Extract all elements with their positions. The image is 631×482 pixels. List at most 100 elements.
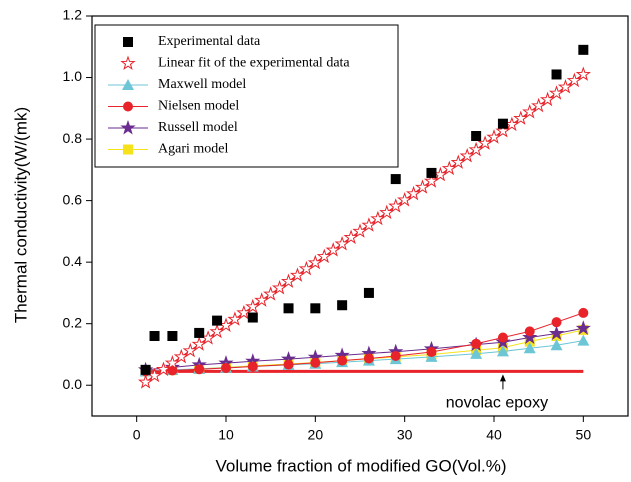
marker <box>471 131 482 141</box>
marker <box>325 242 341 257</box>
legend-label: Linear fit of the experimental data <box>158 56 350 71</box>
marker <box>247 361 258 372</box>
marker <box>221 363 231 373</box>
marker <box>397 191 413 207</box>
marker <box>551 317 562 328</box>
marker <box>566 72 583 88</box>
marker <box>334 235 350 251</box>
marker <box>531 97 547 113</box>
y-axis-label: Thermal conductivity(W/(mk) <box>11 107 30 323</box>
marker <box>548 325 565 341</box>
x-tick-label: 50 <box>576 427 592 443</box>
marker <box>173 348 189 364</box>
y-tick-label: 1.0 <box>63 68 83 84</box>
y-tick-label: 0.6 <box>63 191 83 207</box>
marker <box>496 345 509 357</box>
marker <box>343 229 359 245</box>
series-line <box>145 327 584 371</box>
marker <box>477 135 493 150</box>
marker <box>524 326 535 337</box>
marker <box>524 336 535 347</box>
marker <box>123 144 133 155</box>
marker <box>337 355 348 366</box>
marker <box>405 185 422 201</box>
marker <box>149 331 160 341</box>
marker <box>459 147 475 163</box>
marker <box>468 141 484 157</box>
marker <box>120 55 136 71</box>
marker <box>227 311 243 326</box>
y-tick-label: 0.2 <box>63 314 83 330</box>
marker <box>423 173 440 188</box>
marker <box>167 331 178 341</box>
marker <box>137 374 154 389</box>
marker <box>497 118 508 129</box>
series-line <box>145 312 584 372</box>
marker <box>539 91 556 107</box>
marker <box>370 210 386 226</box>
marker <box>280 273 297 289</box>
marker <box>577 334 590 346</box>
marker <box>283 359 294 370</box>
marker <box>316 248 332 264</box>
marker <box>575 320 591 335</box>
marker <box>575 66 591 81</box>
marker <box>283 303 294 314</box>
marker <box>182 342 198 358</box>
marker <box>426 167 437 178</box>
marker <box>155 361 172 377</box>
marker <box>379 204 395 220</box>
plot-frame <box>91 15 629 417</box>
marker <box>486 129 502 144</box>
y-tick-label: 1.2 <box>63 7 83 23</box>
marker <box>497 332 508 343</box>
marker <box>522 103 538 119</box>
marker <box>495 123 511 138</box>
marker <box>310 357 321 368</box>
legend-label: Experimental data <box>158 34 261 49</box>
marker <box>352 223 368 238</box>
marker <box>471 338 482 349</box>
marker <box>140 364 151 375</box>
marker <box>236 304 252 320</box>
marker <box>247 312 258 323</box>
marker <box>578 307 589 318</box>
x-tick-label: 30 <box>397 427 413 443</box>
marker <box>123 101 133 112</box>
marker <box>123 37 133 47</box>
marker <box>122 79 134 90</box>
marker <box>557 79 574 94</box>
marker <box>414 179 431 194</box>
marker <box>388 198 404 213</box>
x-tick-label: 40 <box>486 427 502 443</box>
marker <box>390 351 401 361</box>
marker <box>245 298 261 314</box>
annotation: novolac epoxy <box>446 395 548 412</box>
marker <box>307 254 323 270</box>
marker <box>310 303 321 314</box>
marker <box>363 353 374 364</box>
marker <box>390 174 401 185</box>
marker <box>426 347 437 357</box>
legend-box <box>94 24 399 168</box>
marker <box>194 364 205 375</box>
marker <box>363 287 374 298</box>
legend-label: Nielsen model <box>158 99 239 114</box>
marker <box>263 286 279 301</box>
marker <box>298 260 315 276</box>
marker <box>194 327 205 338</box>
x-tick-label: 0 <box>133 427 141 443</box>
x-tick-label: 20 <box>308 427 324 443</box>
y-tick-label: 0.4 <box>63 253 83 269</box>
marker <box>470 347 483 359</box>
marker <box>578 44 589 55</box>
y-tick-label: 0.0 <box>63 376 83 392</box>
marker <box>271 279 288 295</box>
y-tick-label: 0.8 <box>63 130 83 146</box>
marker <box>450 154 466 169</box>
x-axis-label: Volume fraction of modified GO(Vol.%) <box>215 456 506 475</box>
marker <box>120 119 136 135</box>
legend-label: Russell model <box>158 120 238 135</box>
marker <box>191 336 207 351</box>
